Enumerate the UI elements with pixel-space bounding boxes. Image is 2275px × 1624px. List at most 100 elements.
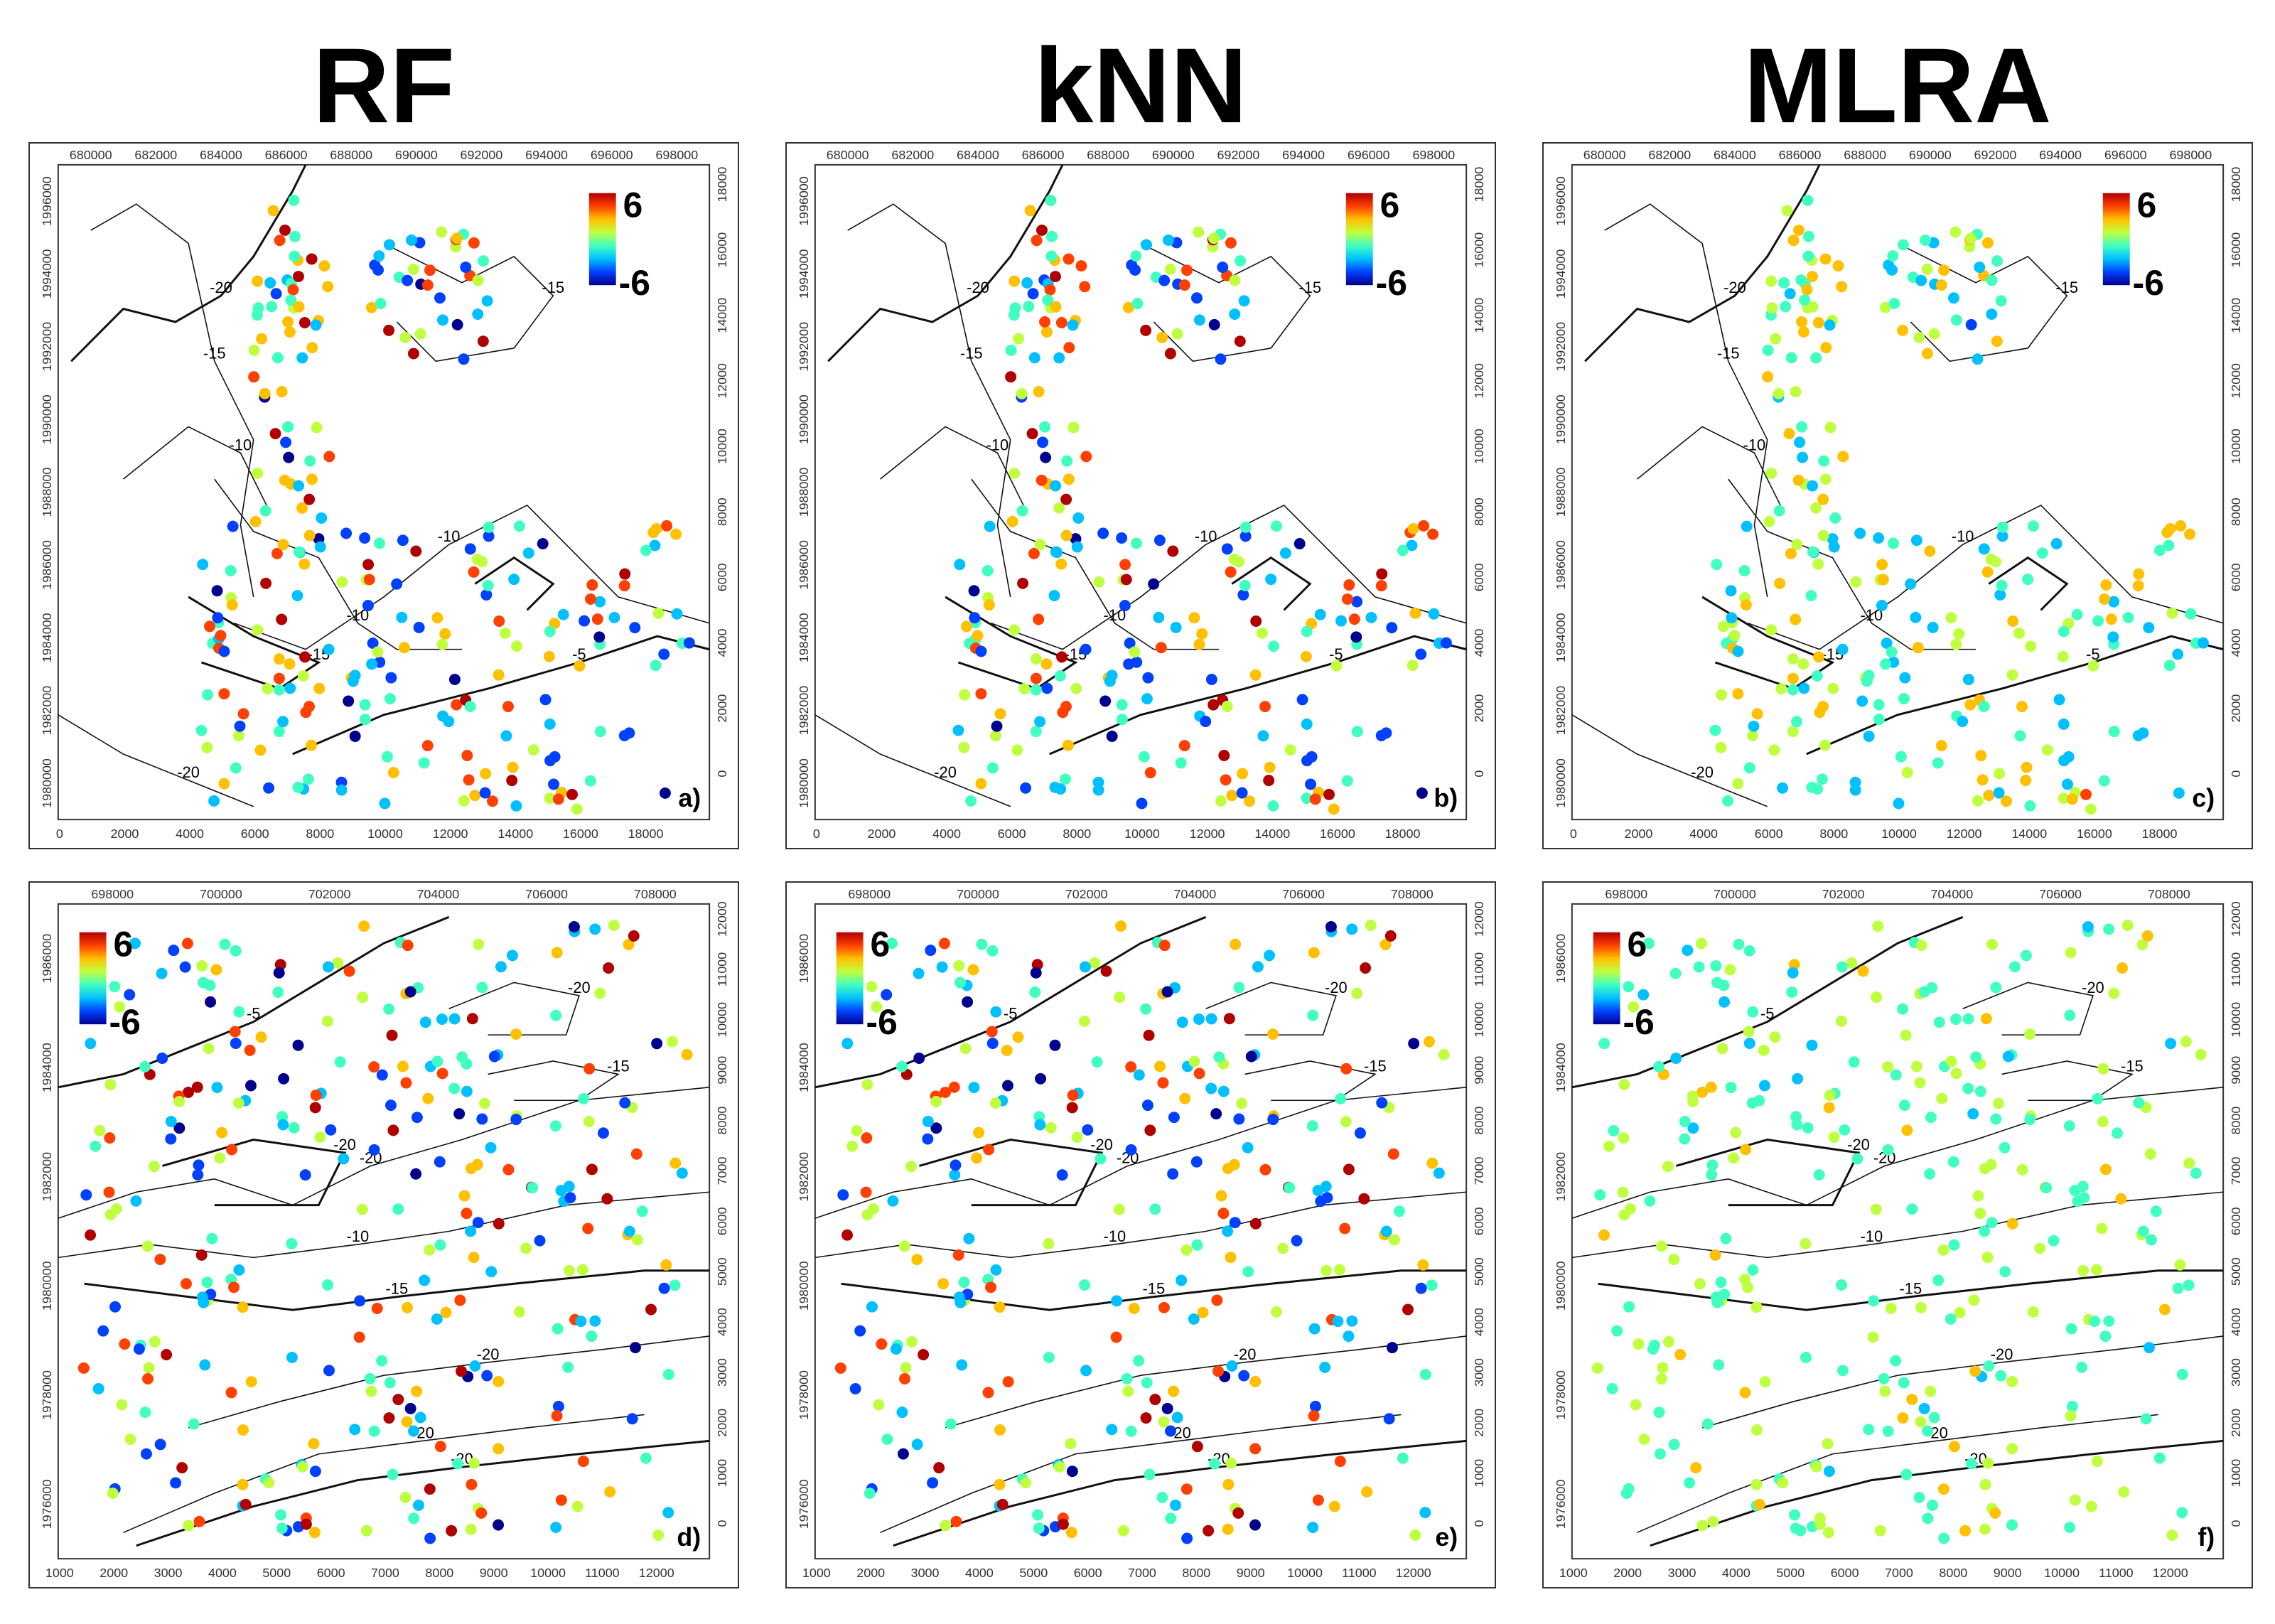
sample-point: [454, 1294, 466, 1306]
sample-point: [1978, 269, 1990, 281]
sample-point: [1178, 279, 1190, 291]
sample-point: [1239, 521, 1252, 533]
sample-point: [411, 1112, 423, 1124]
sample-point: [1079, 281, 1091, 293]
top-axis-tick: 704000: [1930, 887, 1973, 901]
sample-point: [104, 1079, 117, 1091]
sample-point: [1918, 986, 1930, 998]
sample-point: [188, 1418, 200, 1430]
sample-point: [1993, 787, 2005, 799]
depth-contour-line: [814, 1087, 1467, 1219]
sample-point: [1932, 757, 1944, 769]
sample-point: [2025, 640, 2037, 652]
sample-point: [478, 255, 490, 267]
sample-point: [1763, 515, 1775, 527]
sample-point: [1817, 493, 1829, 505]
sample-point: [2133, 1097, 2145, 1109]
sample-point: [1222, 1225, 1234, 1237]
sample-point: [289, 230, 301, 242]
sample-point: [234, 720, 246, 732]
sample-point: [1790, 386, 1802, 398]
sample-point: [1164, 263, 1176, 275]
sample-point: [1427, 528, 1439, 540]
sample-point: [1389, 1234, 1401, 1246]
sample-point: [364, 1372, 376, 1384]
sample-point: [1193, 226, 1205, 238]
bottom-axis-tick: 7000: [1885, 1566, 1913, 1580]
sample-point: [1774, 577, 1786, 589]
sample-point: [510, 1114, 522, 1126]
right-axis-tick: 16000: [715, 232, 729, 268]
sample-point: [1668, 1439, 1680, 1451]
sample-point: [1814, 1518, 1826, 1530]
sample-point: [225, 1387, 237, 1399]
sample-point: [461, 1208, 473, 1220]
sample-point: [1415, 1282, 1427, 1294]
sample-point: [1158, 274, 1171, 286]
sample-point: [1819, 473, 1832, 485]
sample-point: [2087, 660, 2099, 672]
left-axis-tick: 1990000: [797, 394, 811, 444]
sample-point: [1810, 1461, 1822, 1473]
bottom-axis-tick: 12000: [433, 827, 468, 841]
sample-point: [1819, 253, 1832, 265]
sample-point: [277, 716, 289, 728]
sample-point: [466, 1478, 478, 1490]
sample-point: [1628, 1001, 1640, 1013]
plot-frame: [1571, 163, 2225, 821]
sample-point: [1789, 1509, 1801, 1521]
sample-point: [948, 1081, 960, 1093]
sample-point: [1741, 520, 1753, 532]
contour-label: -10: [986, 436, 1009, 453]
sample-point: [1882, 1061, 1894, 1073]
sample-point: [408, 1425, 419, 1437]
sample-point: [2022, 574, 2034, 586]
sample-point: [1794, 436, 1806, 448]
sample-point: [2172, 648, 2184, 660]
sample-point: [1810, 502, 1822, 514]
sample-point: [2021, 761, 2033, 773]
bottom-axis-tick: 11000: [1342, 1566, 1377, 1580]
sample-point: [608, 919, 620, 931]
sample-point: [1633, 1338, 1645, 1350]
sample-point: [1738, 565, 1750, 576]
sample-point: [273, 726, 285, 738]
contour-label: -10: [1195, 527, 1217, 545]
sample-point: [1099, 695, 1112, 707]
sample-point: [472, 308, 484, 320]
right-axis-tick: 18000: [1472, 167, 1486, 203]
sample-point: [1890, 1069, 1902, 1081]
plot-frame: [1571, 903, 2225, 1560]
sample-point: [1360, 962, 1372, 974]
sample-point: [399, 331, 412, 343]
bottom-axis-tick: 3000: [1668, 1566, 1696, 1580]
sample-point: [263, 782, 275, 794]
sample-point: [954, 977, 966, 989]
left-axis-tick: 1980000: [1554, 1261, 1568, 1311]
sample-point: [2008, 961, 2021, 973]
sample-point: [402, 940, 414, 952]
sample-point: [867, 1203, 879, 1215]
sample-point: [1885, 1303, 1897, 1314]
map-svg: 698000 700000 702000 704000 706000 7080001000…: [1554, 887, 2243, 1580]
sample-point: [208, 795, 220, 807]
sample-point: [143, 1362, 155, 1374]
sample-point: [472, 274, 484, 286]
sample-point: [1039, 421, 1051, 433]
sample-point: [340, 527, 353, 539]
sample-point: [314, 1131, 326, 1143]
sample-point: [1233, 556, 1245, 568]
sample-point: [841, 1038, 854, 1050]
sample-point: [975, 645, 987, 657]
sample-point: [1033, 613, 1045, 625]
sample-point: [1906, 1203, 1918, 1215]
sample-point: [1351, 596, 1363, 608]
sample-point: [1999, 1266, 2011, 1278]
sample-point: [2002, 1050, 2014, 1063]
sample-point: [451, 318, 463, 330]
sample-point: [2172, 1282, 2184, 1294]
sample-point: [1416, 787, 1428, 799]
sample-point: [1165, 1512, 1177, 1524]
sample-point: [230, 945, 242, 957]
right-axis-tick: 6000: [1472, 563, 1486, 591]
